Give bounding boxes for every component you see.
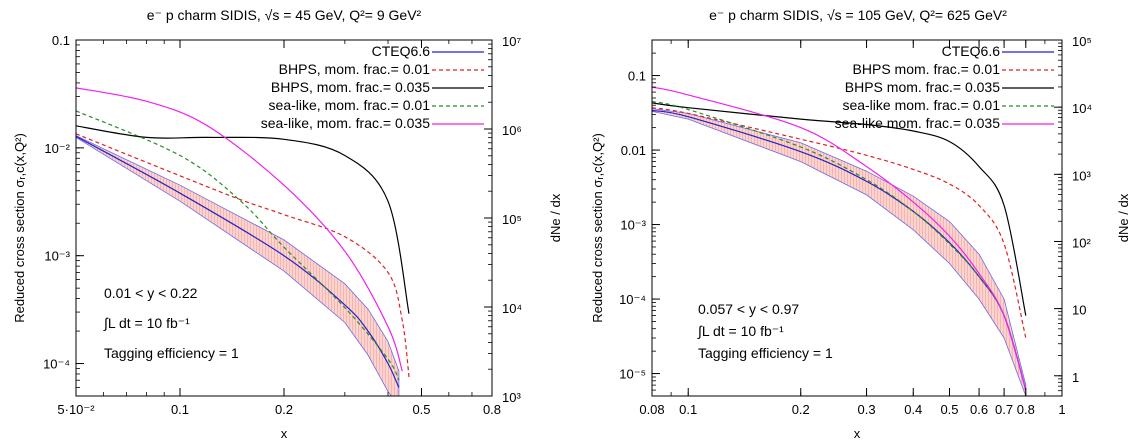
y-tick-label: 10⁻³ — [620, 218, 646, 233]
y-axis-label: Reduced cross section σᵣ,c(x,Q²) — [590, 133, 605, 323]
chart-title: e⁻ p charm SIDIS, √s = 105 GeV, Q²= 625 … — [709, 7, 1007, 23]
annotation-2: ∫L dt = 10 fb⁻¹ — [697, 323, 784, 339]
series-line-5 — [652, 86, 1027, 391]
y2-axis-label: dNe / dx — [548, 193, 563, 242]
y-tick-label: 10⁻⁴ — [43, 357, 70, 372]
x-tick-label: 0.2 — [275, 402, 293, 417]
x-tick-label: 0.7 — [995, 402, 1013, 417]
y2-tick-label: 10³ — [1072, 168, 1091, 183]
y2-tick-label: 10² — [1072, 235, 1091, 250]
x-tick-label: 5·10⁻² — [57, 402, 95, 417]
series-line-4 — [652, 100, 1027, 391]
chart-panel-left: e⁻ p charm SIDIS, √s = 45 GeV, Q²= 9 GeV… — [12, 7, 563, 441]
y-tick-label: 10⁻³ — [44, 249, 70, 264]
x-tick-label: 0.5 — [412, 402, 430, 417]
annotation-2: ∫L dt = 10 fb⁻¹ — [103, 315, 190, 331]
x-axis-label: x — [281, 426, 288, 441]
uncertainty-band — [76, 135, 400, 396]
y2-tick-label: 10⁴ — [502, 301, 522, 316]
x-axis-label: x — [854, 426, 861, 441]
legend-label-2: BHPS, mom. frac.= 0.01 — [279, 61, 431, 77]
legend-label-4: sea-like, mom. frac.= 0.01 — [269, 97, 431, 113]
series-line-3 — [76, 125, 410, 314]
annotation-1: 0.057 < y < 0.97 — [698, 301, 799, 317]
y2-tick-label: 10⁵ — [502, 212, 522, 227]
y-tick-label: 10⁻⁵ — [619, 367, 646, 382]
x-tick-label: 1 — [1058, 402, 1065, 417]
y2-tick-label: 10³ — [502, 390, 521, 405]
x-tick-label: 0.1 — [171, 402, 189, 417]
x-tick-label: 0.2 — [792, 402, 810, 417]
y-tick-label: 0.1 — [628, 69, 646, 84]
x-tick-label: 0.4 — [904, 402, 922, 417]
series-line-4 — [76, 110, 400, 381]
y2-tick-label: 10⁶ — [502, 123, 522, 138]
x-tick-label: 0.3 — [858, 402, 876, 417]
legend-label-1: CTEQ6.6 — [942, 43, 1001, 59]
series-line-3 — [652, 102, 1027, 316]
legend-label-5: sea-like, mom. frac.= 0.035 — [261, 115, 430, 131]
legend-label-5: sea-like mom. frac.= 0.035 — [835, 115, 1001, 131]
plot-area — [652, 86, 1027, 396]
y2-tick-label: 10 — [1072, 303, 1086, 318]
x-tick-label: 0.08 — [639, 402, 664, 417]
y2-tick-label: 10⁷ — [502, 34, 521, 49]
series-line-2 — [652, 107, 1027, 339]
y-tick-label: 0.1 — [52, 33, 70, 48]
annotation-1: 0.01 < y < 0.22 — [104, 285, 198, 301]
uncertainty-band — [652, 108, 1027, 396]
y-axis-label: Reduced cross section σᵣ,c(x,Q²) — [12, 133, 27, 323]
chart-panel-right: e⁻ p charm SIDIS, √s = 105 GeV, Q²= 625 … — [590, 7, 1131, 441]
y-tick-label: 10⁻⁴ — [619, 292, 646, 307]
x-tick-label: 0.5 — [940, 402, 958, 417]
y2-tick-label: 1 — [1072, 370, 1079, 385]
x-tick-label: 0.6 — [970, 402, 988, 417]
legend-label-3: BHPS, mom. frac.= 0.035 — [271, 79, 430, 95]
series-line-2 — [76, 133, 410, 378]
plot-area — [76, 87, 410, 396]
legend-label-2: BHPS mom. frac.= 0.01 — [853, 61, 1001, 77]
series-line-5 — [76, 87, 403, 372]
y2-axis-label: dNe / dx — [1116, 193, 1131, 242]
x-tick-label: 0.1 — [679, 402, 697, 417]
legend-label-3: BHPS mom. frac.= 0.035 — [845, 79, 1000, 95]
y-tick-label: 10⁻² — [44, 141, 70, 156]
y-tick-label: 0.01 — [621, 143, 646, 158]
x-tick-label: 0.8 — [483, 402, 501, 417]
x-tick-label: 0.8 — [1017, 402, 1035, 417]
legend-label-4: sea-like mom. frac.= 0.01 — [842, 97, 1000, 113]
y2-tick-label: 10⁵ — [1072, 34, 1092, 49]
y2-tick-label: 10⁴ — [1072, 101, 1092, 116]
legend-label-1: CTEQ6.6 — [372, 43, 431, 59]
annotation-3: Tagging efficiency = 1 — [698, 345, 833, 361]
plot-frame — [651, 39, 1063, 397]
chart-title: e⁻ p charm SIDIS, √s = 45 GeV, Q²= 9 GeV… — [147, 7, 422, 23]
annotation-3: Tagging efficiency = 1 — [104, 345, 239, 361]
